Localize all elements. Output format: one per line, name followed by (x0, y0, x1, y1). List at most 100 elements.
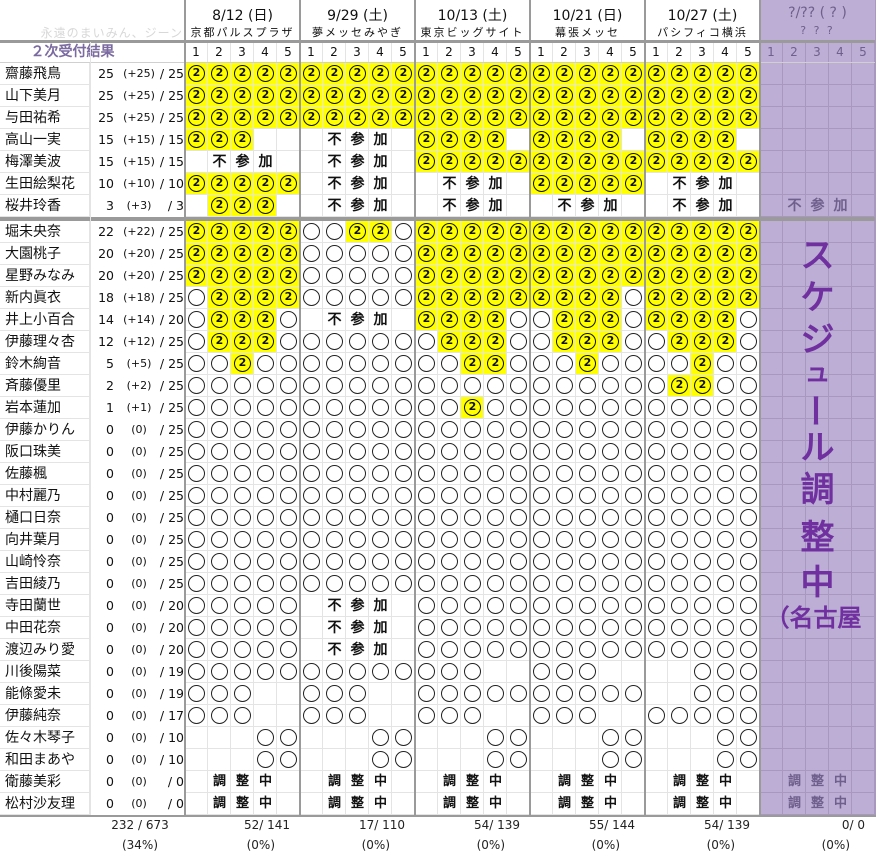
slot-cell[interactable] (323, 551, 346, 573)
slot-cell[interactable] (599, 441, 622, 463)
slot-cell[interactable] (576, 441, 599, 463)
slot-cell[interactable] (300, 573, 323, 595)
slot-cell[interactable] (645, 617, 668, 639)
slot-cell[interactable] (737, 397, 760, 419)
slot-cell[interactable]: 2 (530, 129, 553, 151)
slot-cell[interactable]: 2 (415, 129, 438, 151)
slot-cell[interactable] (185, 683, 208, 705)
slot-cell[interactable] (369, 573, 392, 595)
slot-cell[interactable] (300, 375, 323, 397)
slot-cell[interactable]: 2 (369, 221, 392, 243)
slot-cell[interactable]: 2 (415, 107, 438, 129)
slot-cell[interactable] (622, 749, 645, 771)
slot-cell[interactable] (185, 617, 208, 639)
slot-cell[interactable] (277, 551, 300, 573)
slot-cell[interactable] (737, 551, 760, 573)
slot-cell[interactable]: 2 (461, 243, 484, 265)
slot-cell[interactable] (599, 683, 622, 705)
slot-cell[interactable] (346, 397, 369, 419)
slot-cell[interactable] (392, 375, 415, 397)
slot-cell[interactable] (714, 529, 737, 551)
slot-cell[interactable] (300, 441, 323, 463)
slot-cell[interactable] (300, 705, 323, 727)
slot-cell[interactable]: 2 (438, 107, 461, 129)
slot-cell[interactable] (714, 419, 737, 441)
slot-cell[interactable] (691, 705, 714, 727)
slot-cell[interactable] (553, 507, 576, 529)
slot-cell[interactable]: 2 (737, 265, 760, 287)
slot-cell[interactable]: 2 (484, 107, 507, 129)
slot-cell[interactable]: 2 (553, 85, 576, 107)
slot-cell[interactable]: 2 (576, 221, 599, 243)
slot-cell[interactable] (599, 617, 622, 639)
slot-cell[interactable]: 2 (691, 151, 714, 173)
slot-cell[interactable]: 2 (231, 331, 254, 353)
slot-cell[interactable] (208, 639, 231, 661)
slot-cell[interactable] (576, 375, 599, 397)
slot-cell[interactable] (553, 375, 576, 397)
slot-cell[interactable] (461, 683, 484, 705)
slot-cell[interactable]: 2 (599, 129, 622, 151)
slot-cell[interactable]: 2 (300, 63, 323, 85)
slot-cell[interactable]: 2 (323, 63, 346, 85)
slot-cell[interactable]: 2 (254, 195, 277, 217)
slot-cell[interactable] (254, 353, 277, 375)
slot-cell[interactable]: 2 (668, 151, 691, 173)
slot-cell[interactable] (622, 507, 645, 529)
slot-cell[interactable] (323, 661, 346, 683)
slot-cell[interactable] (576, 551, 599, 573)
slot-cell[interactable]: 2 (714, 309, 737, 331)
slot-cell[interactable] (484, 419, 507, 441)
slot-cell[interactable] (668, 397, 691, 419)
slot-cell[interactable]: 2 (576, 287, 599, 309)
slot-cell[interactable]: 2 (668, 221, 691, 243)
slot-cell[interactable]: 2 (392, 63, 415, 85)
slot-cell[interactable] (323, 353, 346, 375)
slot-cell[interactable]: 2 (185, 107, 208, 129)
slot-cell[interactable] (254, 529, 277, 551)
slot-cell[interactable]: 2 (599, 221, 622, 243)
slot-cell[interactable] (346, 529, 369, 551)
slot-cell[interactable]: 2 (438, 243, 461, 265)
slot-cell[interactable] (530, 705, 553, 727)
slot-cell[interactable] (438, 639, 461, 661)
slot-cell[interactable] (576, 683, 599, 705)
slot-cell[interactable]: 2 (254, 63, 277, 85)
slot-cell[interactable] (530, 573, 553, 595)
slot-cell[interactable] (438, 551, 461, 573)
slot-cell[interactable] (737, 353, 760, 375)
slot-cell[interactable] (369, 331, 392, 353)
slot-cell[interactable] (277, 353, 300, 375)
slot-cell[interactable] (553, 551, 576, 573)
slot-cell[interactable] (231, 507, 254, 529)
slot-cell[interactable]: 2 (438, 309, 461, 331)
slot-cell[interactable] (185, 463, 208, 485)
slot-cell[interactable] (461, 573, 484, 595)
slot-cell[interactable] (737, 727, 760, 749)
slot-cell[interactable]: 2 (576, 265, 599, 287)
slot-cell[interactable] (691, 529, 714, 551)
slot-cell[interactable]: 2 (576, 63, 599, 85)
slot-cell[interactable] (507, 463, 530, 485)
slot-cell[interactable]: 2 (254, 243, 277, 265)
slot-cell[interactable] (530, 463, 553, 485)
slot-cell[interactable] (622, 727, 645, 749)
slot-cell[interactable] (208, 397, 231, 419)
slot-cell[interactable] (415, 353, 438, 375)
slot-cell[interactable] (208, 617, 231, 639)
slot-cell[interactable] (737, 573, 760, 595)
slot-cell[interactable] (553, 397, 576, 419)
slot-cell[interactable] (277, 727, 300, 749)
slot-cell[interactable] (668, 463, 691, 485)
slot-cell[interactable] (369, 529, 392, 551)
slot-cell[interactable] (576, 661, 599, 683)
slot-cell[interactable] (208, 485, 231, 507)
slot-cell[interactable] (530, 507, 553, 529)
slot-cell[interactable] (323, 331, 346, 353)
slot-cell[interactable] (530, 661, 553, 683)
slot-cell[interactable] (553, 419, 576, 441)
slot-cell[interactable]: 2 (645, 129, 668, 151)
slot-cell[interactable] (599, 639, 622, 661)
slot-cell[interactable] (668, 353, 691, 375)
slot-cell[interactable]: 2 (737, 107, 760, 129)
